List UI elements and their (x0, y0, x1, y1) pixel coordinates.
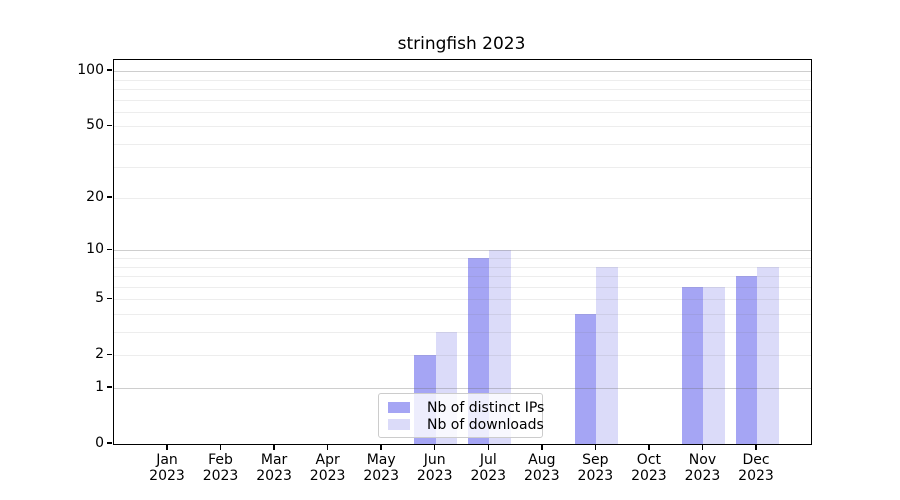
x-tick (594, 445, 597, 450)
x-tick-label: Mar 2023 (256, 452, 292, 484)
x-tick (433, 445, 436, 450)
x-tick (326, 445, 329, 450)
y-tick-label: 2 (95, 346, 104, 363)
gridline-minor (114, 111, 811, 113)
x-tick (701, 445, 704, 450)
gridline-major (114, 71, 811, 73)
bar-downloads-sep (596, 266, 618, 444)
x-tick (541, 445, 543, 450)
x-tick-label: Oct 2023 (631, 452, 667, 484)
y-tick-label: 10 (86, 241, 104, 258)
x-tick-label: Feb 2023 (202, 452, 239, 484)
y-tick (107, 386, 112, 388)
y-tick (107, 297, 112, 299)
x-tick-label: May 2023 (363, 452, 399, 484)
bar-downloads-nov (703, 286, 725, 444)
gridline-minor (114, 144, 811, 145)
y-tick-label: 50 (86, 117, 104, 134)
y-tick-label: 0 (95, 435, 104, 451)
gridline-major (114, 250, 811, 252)
y-tick-label: 1 (95, 379, 104, 395)
x-tick-label: Nov 2023 (684, 452, 721, 484)
x-tick (219, 445, 222, 450)
legend-item-downloads: Nb of downloads (388, 416, 544, 433)
legend-label-distinct-ips: Nb of distinct IPs (427, 399, 545, 416)
y-tick (107, 69, 112, 71)
x-tick-label: Dec 2023 (738, 452, 774, 484)
x-tick (487, 445, 490, 450)
x-tick (166, 445, 168, 450)
x-tick-label: Jan 2023 (149, 452, 185, 484)
legend-swatch-downloads (388, 419, 410, 430)
y-tick-label: 5 (95, 290, 104, 307)
gridline-minor (114, 276, 811, 278)
bar-downloads-dec (757, 266, 779, 444)
x-tick (755, 445, 757, 450)
x-tick (273, 445, 275, 450)
gridline-minor (114, 198, 811, 200)
gridline-minor (114, 286, 811, 288)
y-tick-label: 20 (86, 189, 104, 206)
y-tick-label: 100 (77, 62, 104, 79)
x-tick (648, 445, 650, 450)
x-tick-label: Jul 2023 (470, 452, 507, 484)
gridline-minor (114, 89, 811, 90)
bar-distinct-ips-nov (681, 286, 704, 444)
gridline-minor (114, 126, 811, 128)
gridline-minor (114, 99, 811, 101)
gridline-minor (114, 299, 811, 301)
gridline-minor (114, 332, 811, 333)
gridline-minor (114, 166, 811, 168)
y-tick (107, 196, 112, 198)
gridline-major (114, 388, 811, 389)
y-tick (107, 353, 112, 355)
gridline-minor (114, 266, 811, 268)
x-tick-label: Jun 2023 (416, 452, 453, 484)
x-tick-label: Sep 2023 (577, 452, 614, 484)
gridline-minor (114, 257, 811, 259)
bar-distinct-ips-sep (574, 314, 597, 444)
x-tick-label: Aug 2023 (523, 452, 560, 484)
x-tick-label: Apr 2023 (309, 452, 346, 484)
x-tick (380, 445, 382, 450)
gridline-minor (114, 79, 811, 81)
legend-item-distinct-ips: Nb of distinct IPs (388, 399, 544, 416)
y-tick (107, 248, 112, 251)
legend-swatch-distinct-ips (388, 402, 410, 413)
bar-distinct-ips-dec (735, 276, 757, 444)
gridline-minor (114, 313, 811, 315)
gridline-minor (114, 355, 811, 357)
y-tick (107, 442, 112, 444)
legend-label-downloads: Nb of downloads (427, 416, 544, 433)
chart-title: stringfish 2023 (397, 34, 526, 54)
y-tick (107, 124, 112, 127)
plot-area (113, 59, 812, 445)
legend: Nb of distinct IPs Nb of downloads (378, 393, 544, 438)
